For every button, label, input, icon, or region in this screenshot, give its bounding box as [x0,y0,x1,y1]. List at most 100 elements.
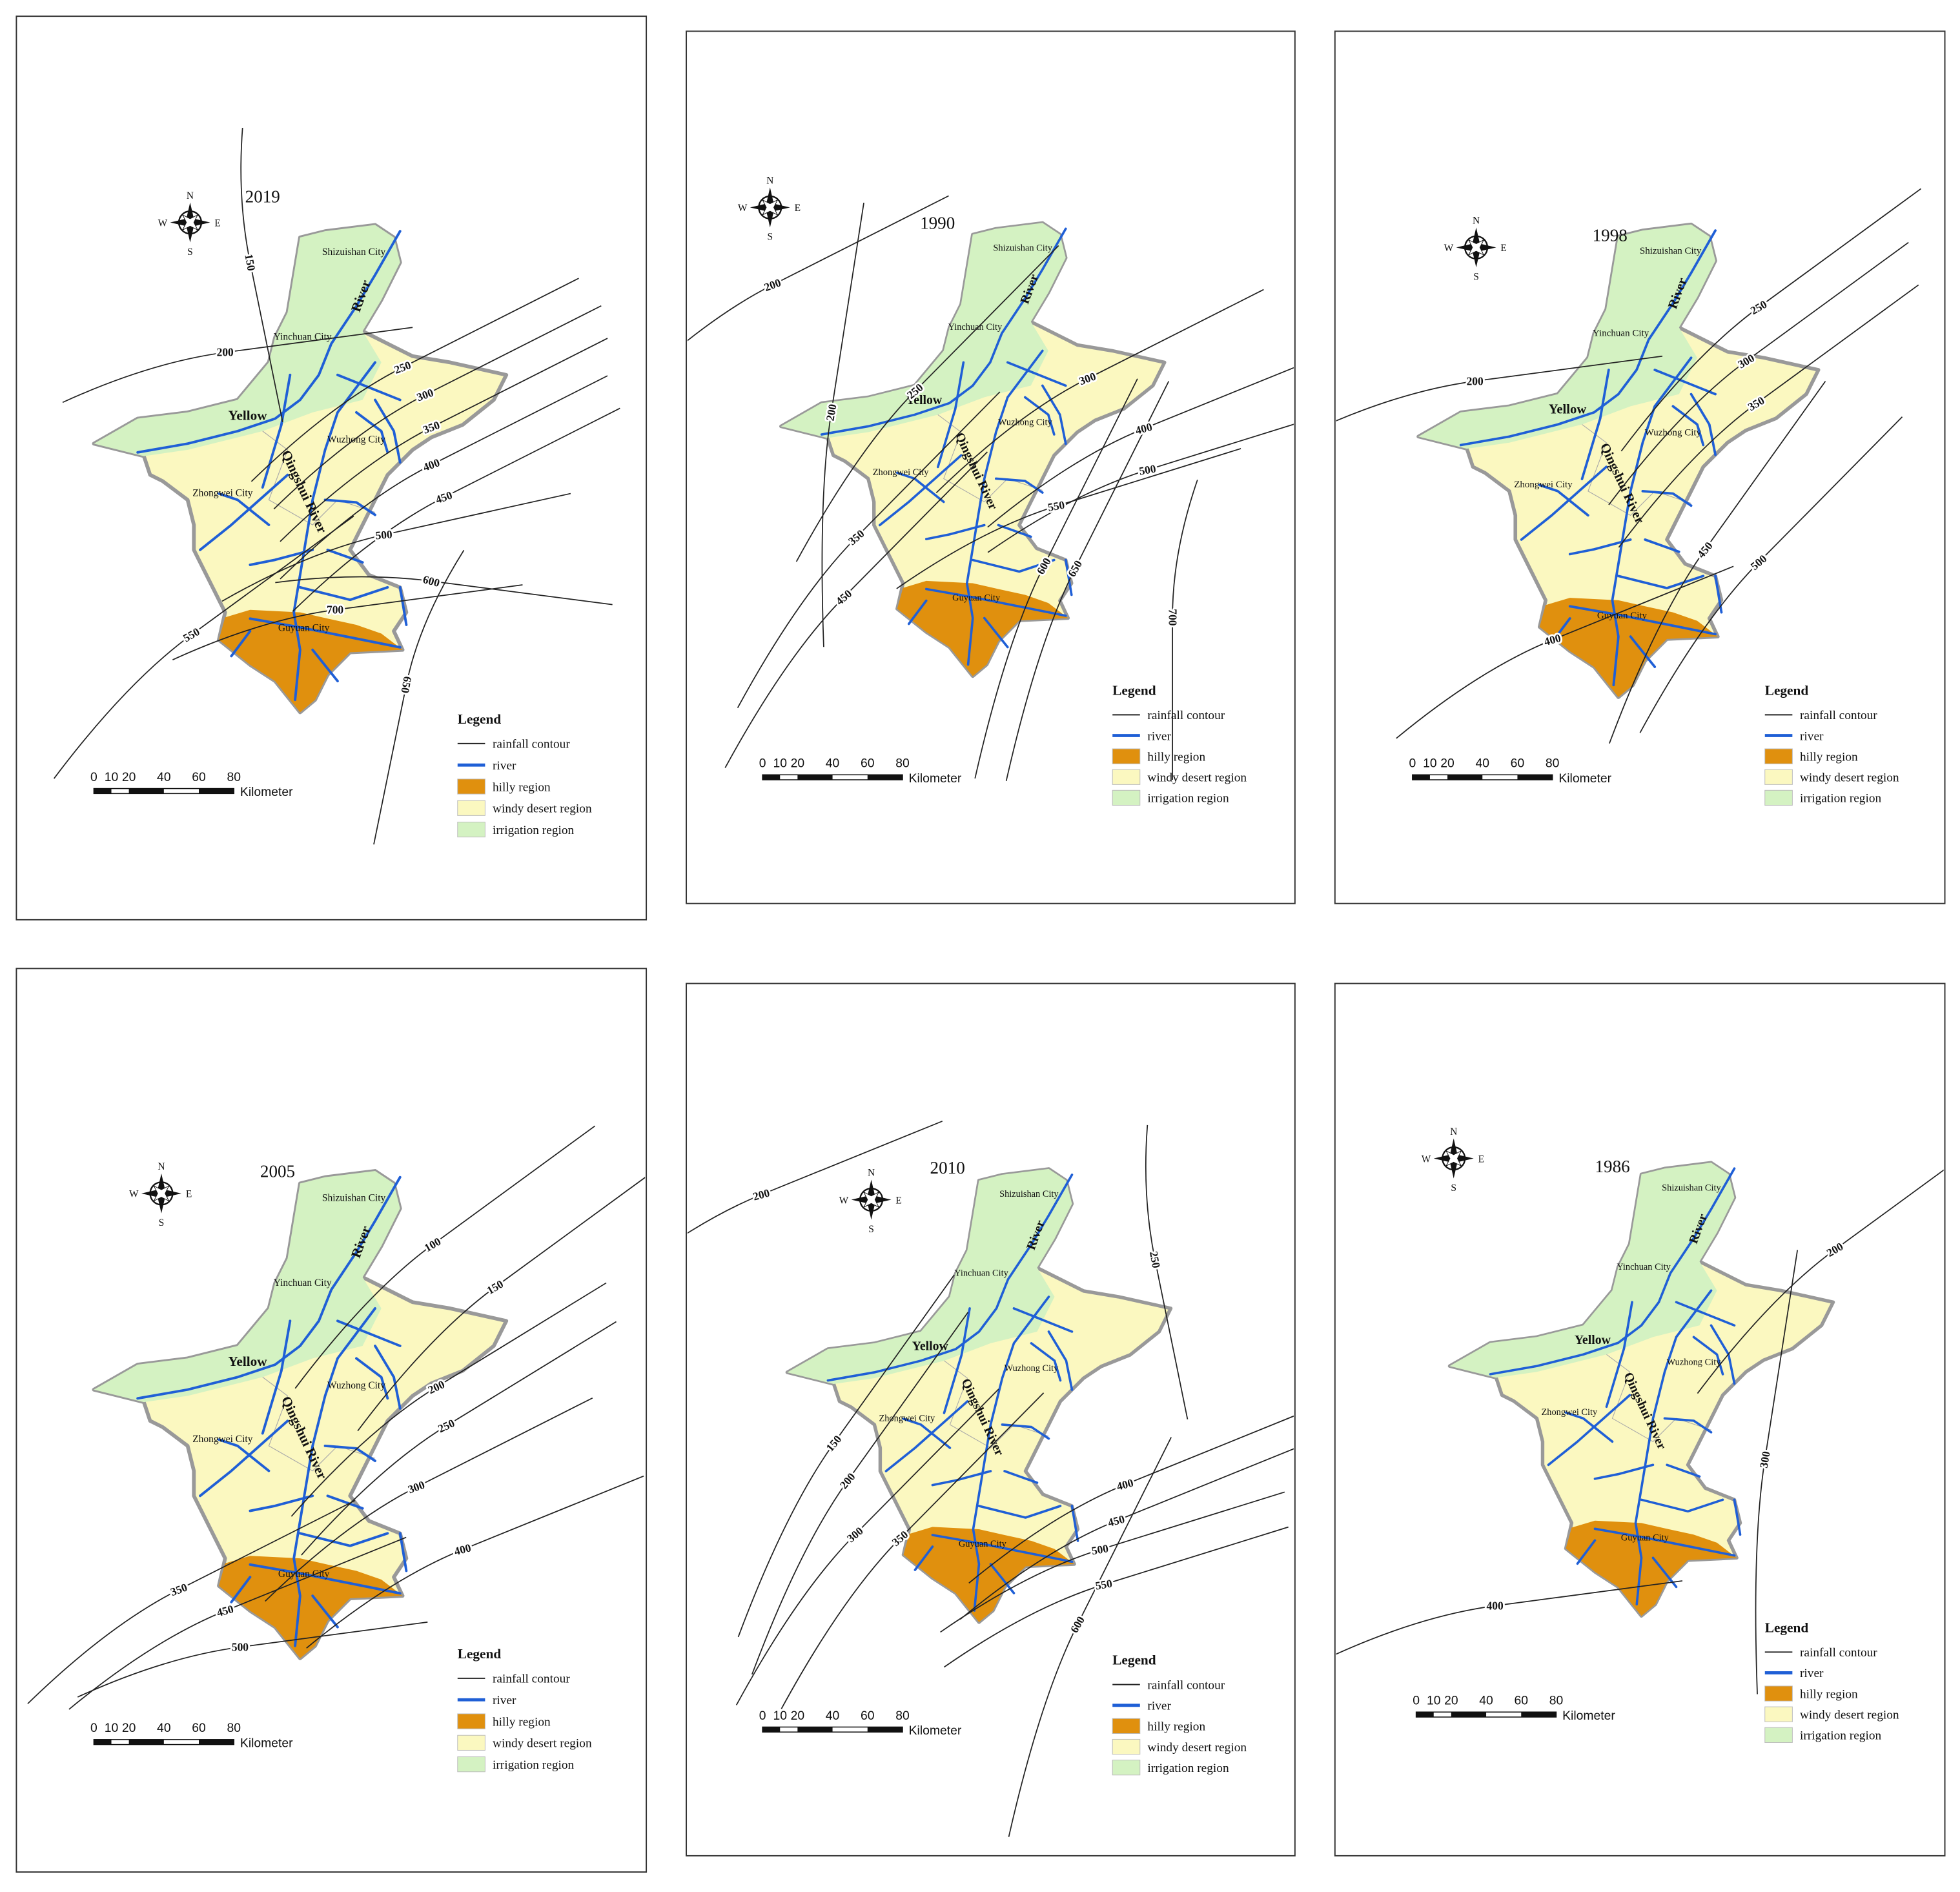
compass-w: W [839,1195,849,1206]
legend-title: Legend [458,711,502,727]
river [218,492,271,527]
legend-item: rainfall contour [1800,1646,1877,1660]
river [1006,361,1067,387]
river-label: Yellow [228,1354,267,1369]
rainfall-contour [968,1415,1294,1584]
river [374,398,402,464]
legend-item: irrigation region [1800,1729,1882,1743]
scale-tick-label: 40 [157,1721,171,1735]
scale-tick-label: 80 [1549,1694,1564,1708]
legend-swatch [457,821,485,838]
scale-tick-label: 0 [1413,1694,1420,1708]
scale-tick-label: 40 [826,1709,840,1723]
compass-s: S [159,1217,165,1228]
city-label: Wuzhong City [327,1380,385,1391]
rainfall-contour [280,338,608,542]
city-label: Shizuishan City [1662,1183,1721,1193]
river [936,361,965,469]
scale-tick-label: 20 [1444,1694,1458,1708]
river [1520,465,1608,541]
city-label: Yinchuan City [274,332,332,343]
scale-segment [199,788,234,794]
contour-label: 200 [1467,374,1484,387]
region-map: Shizuishan City Yinchuan City Wuzhong City… [92,1169,509,1660]
river [1675,1301,1736,1327]
compass: N S E W [1422,1126,1484,1194]
river [326,1494,364,1510]
river [924,524,986,540]
compass-s: S [868,1224,874,1235]
river [249,617,402,649]
scale-tick-label: 60 [192,770,206,784]
city-label: Zhongwei City [879,1414,935,1424]
scale-segment [867,1727,903,1733]
river [965,349,1044,666]
scale-segment [1521,1712,1557,1717]
legend-swatch [1112,1760,1141,1776]
river [136,1175,402,1400]
rainfall-contour [935,289,1264,493]
windy-desert-region [1447,1161,1835,1618]
scale-tick-label: 80 [1546,757,1560,771]
river [292,361,376,702]
scale-segment [1412,775,1430,780]
scale-segment [1416,1712,1434,1717]
river [878,454,963,527]
rainfall-contour [77,1621,428,1698]
rainfall-contour [357,1177,646,1432]
scale-tick-label: 0 [90,770,97,784]
compass-s: S [767,232,773,243]
region-map: Shizuishan City Yinchuan City Wuzhong City… [1416,222,1821,699]
hilly-region [903,1527,1075,1623]
legend-title: Legend [1112,682,1156,698]
river [971,558,1056,573]
city-label: Guyuan City [278,1569,330,1580]
river [972,1296,1050,1612]
contour-label: 500 [375,527,393,542]
river [1644,538,1680,553]
river [1666,1463,1701,1478]
region-map: Shizuishan City Yinchuan City Wuzhong City… [779,221,1167,678]
legend-item: windy desert region [1147,1741,1247,1755]
scale-tick-label: 20 [791,757,805,771]
compass-n: N [766,176,773,187]
river [230,629,252,658]
river [1459,229,1717,447]
map-panel: Shizuishan City Yinchuan City Wuzhong City… [686,30,1296,904]
legend-item: river [493,759,516,773]
rainfall-contour [751,1312,969,1675]
scale-tick-label: 0 [759,757,766,771]
rainfall-contour [987,423,1294,553]
legend-item: river [1147,1700,1171,1713]
hilly-region [1539,598,1718,698]
river [311,1594,339,1629]
city-label: Yinchuan City [1617,1262,1671,1272]
panel-content: Shizuishan City Yinchuan City Wuzhong City… [687,176,1294,806]
contour-label: 500 [232,1640,249,1653]
rainfall-contour [1336,355,1663,422]
city-label: Yinchuan City [1593,328,1649,338]
scale-segment [1447,775,1483,780]
river [323,1444,376,1463]
contour-label: 700 [1166,609,1179,626]
rainfall-contour [68,1536,407,1710]
river [1568,538,1632,556]
scale-tick-label: 20 [122,1721,136,1735]
compass: N S E W [158,190,221,258]
scale-tick-label: 40 [1475,757,1489,771]
river-label: Yellow [906,393,943,407]
river [1041,384,1067,445]
rainfall-contour [1336,1580,1683,1655]
city-label: Guyuan City [1597,611,1648,621]
city-label: Shizuishan City [1640,246,1702,256]
legend-item: hilly region [1147,750,1205,764]
compass: N S E W [738,176,801,243]
contour-label: 400 [1487,1599,1504,1612]
city-label: Shizuishan City [322,1192,386,1203]
scale-tick-label: 80 [227,1721,241,1735]
city-label: Guyuan City [278,623,330,634]
